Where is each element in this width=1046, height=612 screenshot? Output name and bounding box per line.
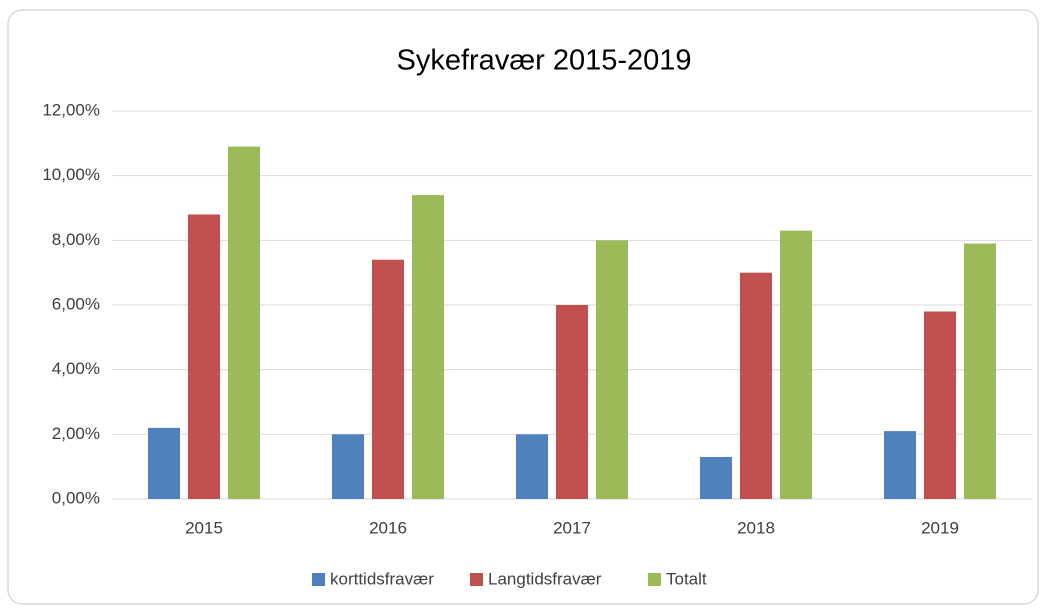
bar <box>780 230 812 499</box>
y-tick-label: 8,00% <box>52 230 100 249</box>
bar <box>372 259 404 499</box>
bar <box>596 240 628 500</box>
legend-swatch <box>470 573 483 586</box>
bar <box>516 434 548 499</box>
y-tick-label: 12,00% <box>42 100 100 119</box>
bar <box>332 434 364 499</box>
bar <box>188 214 220 499</box>
bar <box>412 195 444 500</box>
x-tick-label: 2018 <box>737 518 775 537</box>
bar <box>964 243 996 499</box>
bar <box>924 311 956 499</box>
bar <box>556 305 588 499</box>
x-tick-label: 2015 <box>185 518 223 537</box>
bar <box>148 427 180 499</box>
y-tick-label: 0,00% <box>52 488 100 507</box>
y-tick-label: 4,00% <box>52 359 100 378</box>
y-tick-label: 10,00% <box>42 165 100 184</box>
x-tick-label: 2017 <box>553 518 591 537</box>
bar <box>740 272 772 499</box>
legend-label: Langtidsfravær <box>488 569 602 588</box>
x-tick-label: 2019 <box>921 518 959 537</box>
legend-swatch <box>648 573 661 586</box>
legend-label: Totalt <box>666 569 707 588</box>
chart-frame <box>7 9 1039 605</box>
y-tick-label: 2,00% <box>52 424 100 443</box>
bar <box>884 431 916 499</box>
y-tick-label: 6,00% <box>52 294 100 313</box>
bar <box>700 456 732 499</box>
chart-title: Sykefravær 2015-2019 <box>397 45 692 77</box>
bar <box>228 146 260 500</box>
legend-swatch <box>312 573 325 586</box>
legend-label: korttidsfravær <box>330 569 434 588</box>
x-tick-label: 2016 <box>369 518 407 537</box>
